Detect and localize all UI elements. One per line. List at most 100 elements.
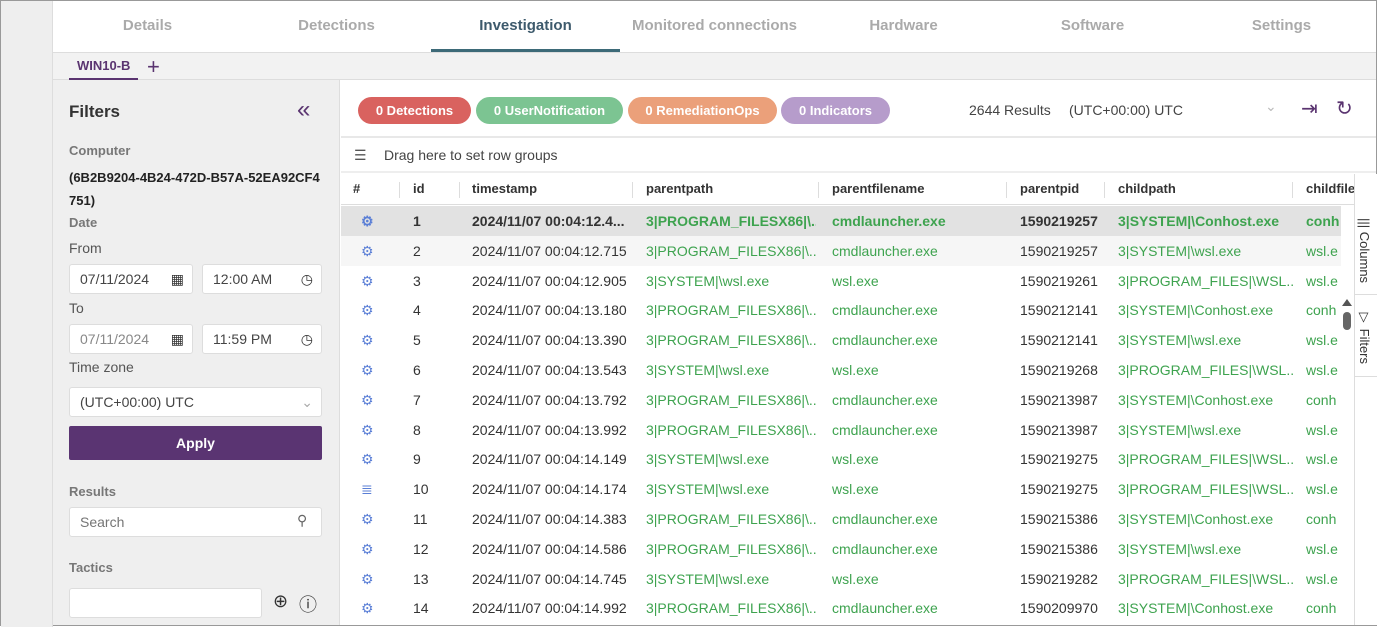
table-row[interactable]: ⚙ 2 2024/11/07 00:04:12.715 3|PROGRAM_FILES… bbox=[341, 235, 1341, 266]
to-time-value: 11:59 PM bbox=[213, 331, 272, 347]
results-search-input[interactable] bbox=[69, 507, 322, 537]
cell-childpath: 3|SYSTEM|\Conhost.exe bbox=[1118, 213, 1280, 229]
cell-parentfilename: cmdlauncher.exe bbox=[832, 332, 938, 349]
tab-hardware[interactable]: Hardware bbox=[869, 17, 938, 34]
tab-software[interactable]: Software bbox=[1060, 17, 1125, 34]
pill-indicators[interactable]: 0 Indicators bbox=[781, 97, 890, 124]
to-time-input[interactable]: 11:59 PM ◷ bbox=[202, 324, 322, 354]
filter-icon: ▽ bbox=[1357, 310, 1372, 329]
column-resize-handle[interactable] bbox=[632, 182, 633, 198]
pill-usernotification[interactable]: 0 UserNotification bbox=[476, 97, 623, 124]
table-row[interactable]: ⚙ 12 2024/11/07 00:04:14.586 3|PROGRAM_FILE… bbox=[341, 534, 1341, 564]
row-group-hint: Drag here to set row groups bbox=[384, 147, 558, 163]
cell-parentfilename: wsl.exe bbox=[832, 481, 879, 498]
table-row[interactable]: ⚙ 5 2024/11/07 00:04:13.390 3|PROGRAM_FILES… bbox=[341, 325, 1341, 355]
cell-childpath: 3|SYSTEM|\Conhost.exe bbox=[1118, 600, 1274, 617]
date-label: Date bbox=[69, 215, 98, 230]
cell-childpath: 3|PROGRAM_FILES|\WSL... bbox=[1118, 362, 1293, 378]
search-icon[interactable]: ⚲ bbox=[297, 512, 308, 528]
table-row[interactable]: ⚙ 7 2024/11/07 00:04:13.792 3|PROGRAM_FILES… bbox=[341, 385, 1341, 415]
column-header-parentpath[interactable]: parentpath bbox=[646, 181, 714, 196]
add-circle-icon[interactable]: ⊕ bbox=[273, 591, 289, 611]
scrollbar[interactable] bbox=[1341, 299, 1353, 359]
cell-id: 10 bbox=[413, 481, 429, 498]
cell-id: 11 bbox=[413, 511, 428, 527]
filters-button[interactable]: ▽ Filters bbox=[1357, 310, 1372, 364]
pill-remediationops[interactable]: 0 RemediationOps bbox=[628, 97, 777, 124]
timezone-select[interactable]: (UTC+00:00) UTC ⌄ bbox=[69, 387, 322, 417]
column-header-index[interactable]: # bbox=[353, 181, 361, 196]
cell-childpath: 3|SYSTEM|\wsl.exe bbox=[1118, 421, 1242, 438]
column-resize-handle[interactable] bbox=[1292, 182, 1293, 198]
cell-parentfilename: cmdlauncher.exe bbox=[832, 242, 938, 259]
tab-investigation[interactable]: Investigation bbox=[431, 1, 620, 52]
computer-label: Computer bbox=[69, 143, 131, 158]
info-icon[interactable]: ⓘ bbox=[299, 595, 317, 615]
table-row[interactable]: ⚙ 8 2024/11/07 00:04:13.992 3|PROGRAM_FILES… bbox=[341, 415, 1341, 445]
table-row[interactable]: ⚙ 9 2024/11/07 00:04:14.149 3|SYSTEM|\wsl.e… bbox=[341, 444, 1341, 474]
tactics-input[interactable] bbox=[69, 588, 262, 618]
clock-icon[interactable]: ◷ bbox=[300, 331, 313, 347]
from-date-input[interactable]: 07/11/2024 ▦ bbox=[69, 264, 193, 294]
refresh-icon[interactable]: ↻ bbox=[1336, 98, 1353, 120]
column-header-childfilen[interactable]: childfilen bbox=[1306, 181, 1354, 196]
to-date-input[interactable]: 07/11/2024 ▦ bbox=[69, 324, 193, 354]
column-header-timestamp[interactable]: timestamp bbox=[472, 181, 538, 196]
cell-parentpid: 1590219268 bbox=[1020, 362, 1098, 378]
gear-icon: ⚙ bbox=[361, 362, 374, 378]
table-row[interactable]: ⚙ 13 2024/11/07 00:04:14.745 3|SYSTEM|\wsl.… bbox=[341, 564, 1341, 594]
row-group-bar[interactable]: ☰ Drag here to set row groups bbox=[341, 140, 1376, 173]
table-row[interactable]: ⚙ 11 2024/11/07 00:04:14.383 3|PROGRAM_FILE… bbox=[341, 504, 1341, 534]
cell-childpath: 3|SYSTEM|\wsl.exe bbox=[1118, 540, 1242, 557]
tab-detections[interactable]: Detections bbox=[298, 17, 375, 34]
columns-button[interactable]: ||| Columns bbox=[1357, 218, 1372, 283]
pill-detections[interactable]: 0 Detections bbox=[358, 97, 471, 124]
table-row[interactable]: ⚙ 6 2024/11/07 00:04:13.543 3|SYSTEM|\wsl.e… bbox=[341, 355, 1341, 385]
timezone-dropdown[interactable]: (UTC+00:00) UTC bbox=[1069, 102, 1183, 118]
table-row[interactable]: ⚙ 4 2024/11/07 00:04:13.180 3|PROGRAM_FILES… bbox=[341, 295, 1341, 325]
column-resize-handle[interactable] bbox=[399, 182, 400, 198]
tab-settings[interactable]: Settings bbox=[1251, 17, 1312, 34]
column-header-parentpid[interactable]: parentpid bbox=[1020, 181, 1080, 196]
column-header-id[interactable]: id bbox=[413, 181, 425, 196]
cell-parentpid: 1590213987 bbox=[1020, 421, 1098, 438]
export-icon[interactable]: ⇥ bbox=[1301, 98, 1318, 120]
cell-parentpid: 1590219282 bbox=[1020, 570, 1098, 587]
cell-id: 14 bbox=[413, 600, 429, 617]
table-row[interactable]: ⚙ 3 2024/11/07 00:04:12.905 3|SYSTEM|\wsl.e… bbox=[341, 266, 1341, 296]
scroll-thumb[interactable] bbox=[1343, 312, 1351, 330]
cell-timestamp: 2024/11/07 00:04:14.383 bbox=[472, 511, 627, 527]
column-resize-handle[interactable] bbox=[1104, 182, 1105, 198]
add-tab-icon[interactable]: + bbox=[147, 54, 160, 79]
cell-id: 9 bbox=[413, 451, 421, 468]
apply-button[interactable]: Apply bbox=[69, 426, 322, 460]
tab-details[interactable]: Details bbox=[122, 17, 173, 34]
clock-icon[interactable]: ◷ bbox=[300, 271, 313, 287]
cell-parentpid: 1590219257 bbox=[1020, 242, 1098, 259]
cell-id: 7 bbox=[413, 391, 421, 408]
collapse-icon[interactable]: « bbox=[297, 96, 311, 123]
subtab-win10-b[interactable]: WIN10-B bbox=[69, 53, 139, 80]
cell-childpath: 3|PROGRAM_FILES|\WSL... bbox=[1118, 570, 1293, 587]
chevron-down-icon[interactable]: ⌄ bbox=[1265, 98, 1277, 114]
tab-monitored-connections[interactable]: Monitored connections bbox=[632, 17, 797, 34]
table-row[interactable]: ≣ 10 2024/11/07 00:04:14.174 3|SYSTEM|\wsl.… bbox=[341, 474, 1341, 504]
column-resize-handle[interactable] bbox=[459, 182, 460, 198]
cell-childfilename: conh bbox=[1306, 600, 1337, 617]
cell-childfilename: conh bbox=[1306, 391, 1337, 408]
column-resize-handle[interactable] bbox=[1006, 182, 1007, 198]
cell-timestamp: 2024/11/07 00:04:13.543 bbox=[472, 362, 627, 378]
cell-id: 6 bbox=[413, 362, 421, 378]
from-time-input[interactable]: 12:00 AM ◷ bbox=[202, 264, 322, 294]
column-header-childpath[interactable]: childpath bbox=[1118, 181, 1176, 196]
columns-icon: ||| bbox=[1357, 218, 1372, 232]
cell-parentpid: 1590219257 bbox=[1020, 213, 1098, 229]
table-row[interactable]: ⚙ 1 2024/11/07 00:04:12.4... 3|PROGRAM_FILE… bbox=[341, 206, 1341, 236]
column-header-parentfilename[interactable]: parentfilename bbox=[832, 181, 925, 196]
calendar-icon[interactable]: ▦ bbox=[170, 271, 184, 287]
table-row[interactable]: ⚙ 14 2024/11/07 00:04:14.992 3|PROGRAM_FILE… bbox=[341, 593, 1341, 623]
cell-parentfilename: cmdlauncher.exe bbox=[832, 600, 938, 617]
calendar-icon[interactable]: ▦ bbox=[170, 331, 184, 347]
column-resize-handle[interactable] bbox=[818, 182, 819, 198]
scroll-up-icon[interactable] bbox=[1342, 299, 1352, 306]
